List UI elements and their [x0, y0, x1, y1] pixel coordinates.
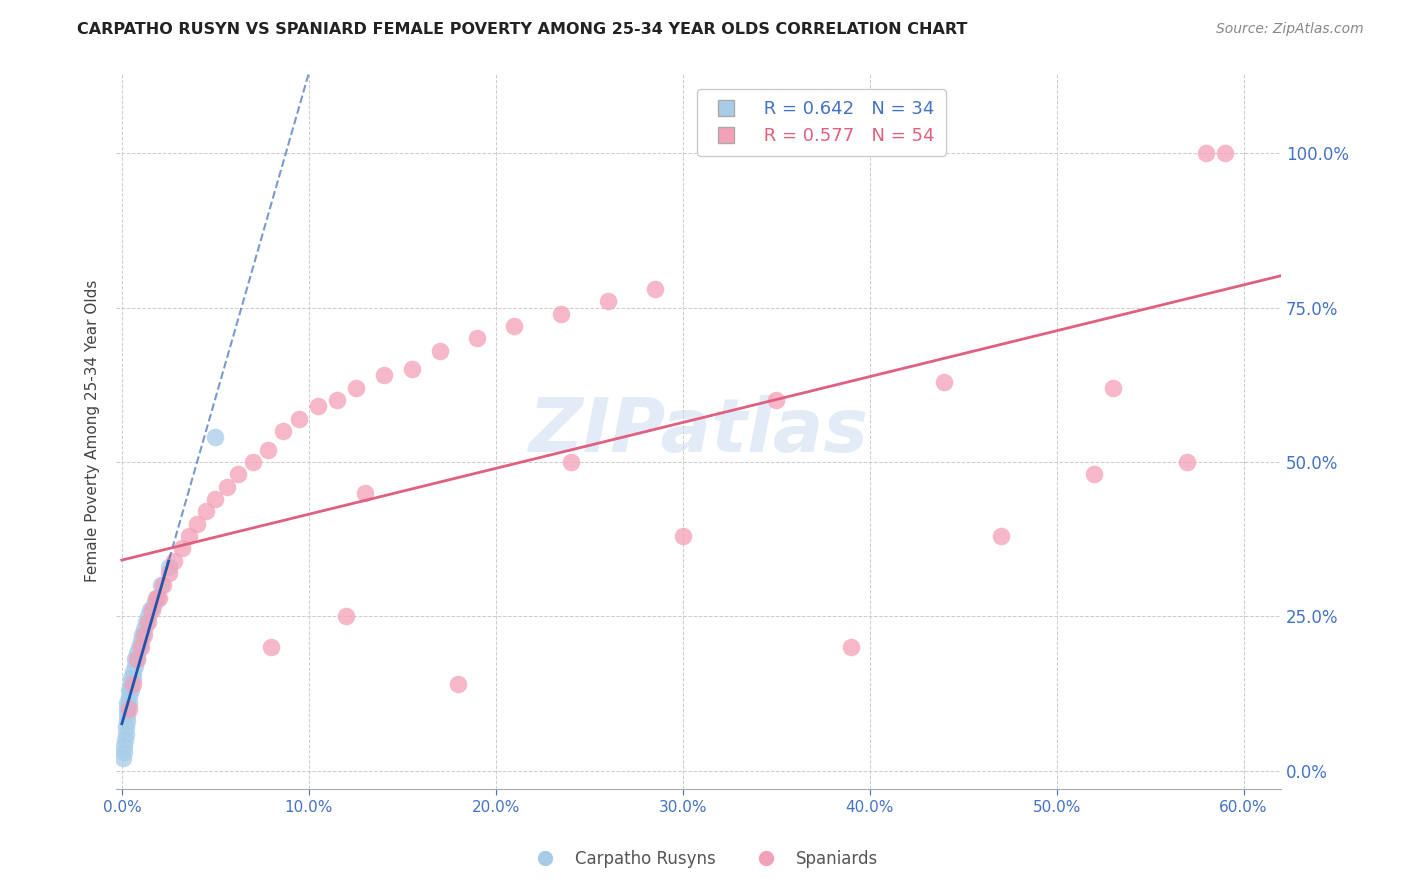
Point [148, 591, 170, 605]
Text: Source: ZipAtlas.com: Source: ZipAtlas.com [1216, 22, 1364, 37]
Point [990, 529, 1012, 543]
Point [1382, 362, 1405, 376]
Point [429, 343, 451, 358]
Point [114, 732, 136, 747]
Y-axis label: Female Poverty Among 25-34 Year Olds: Female Poverty Among 25-34 Year Olds [86, 280, 100, 582]
Point [129, 640, 152, 654]
Point [150, 578, 173, 592]
Point [125, 652, 148, 666]
Point [120, 671, 142, 685]
Point [204, 430, 226, 444]
Point [120, 677, 142, 691]
Point [271, 424, 294, 438]
Legend:  R = 0.642   N = 34,  R = 0.577   N = 54: R = 0.642 N = 34, R = 0.577 N = 54 [697, 89, 946, 156]
Point [118, 690, 141, 704]
Text: CARPATHO RUSYN VS SPANIARD FEMALE POVERTY AMONG 25-34 YEAR OLDS CORRELATION CHAR: CARPATHO RUSYN VS SPANIARD FEMALE POVERT… [77, 22, 967, 37]
Point [503, 319, 526, 334]
Point [157, 566, 180, 580]
Point [142, 597, 165, 611]
Point [134, 622, 156, 636]
Point [179, 529, 201, 543]
Point [335, 609, 357, 624]
Point [122, 677, 145, 691]
Point [256, 442, 278, 457]
Point [152, 578, 174, 592]
Point [195, 504, 218, 518]
Point [112, 739, 135, 753]
Point [644, 282, 666, 296]
Point [550, 307, 572, 321]
Point [128, 640, 150, 654]
Point [120, 683, 142, 698]
Point [465, 331, 488, 345]
Point [135, 615, 157, 630]
Point [118, 683, 141, 698]
Point [288, 411, 311, 425]
Point [373, 368, 395, 383]
Point [934, 375, 956, 389]
Point [307, 400, 329, 414]
Point [124, 658, 146, 673]
Point [163, 554, 186, 568]
Point [136, 615, 159, 630]
Point [1177, 455, 1199, 469]
Point [560, 455, 582, 469]
Point [186, 516, 208, 531]
Point [124, 652, 146, 666]
Point [139, 603, 162, 617]
Point [1083, 467, 1105, 482]
Point [114, 726, 136, 740]
Point [136, 609, 159, 624]
Point [118, 696, 141, 710]
Point [114, 720, 136, 734]
Point [157, 560, 180, 574]
Point [117, 702, 139, 716]
Point [146, 591, 169, 605]
Point [672, 529, 695, 543]
Point [344, 381, 367, 395]
Point [115, 714, 138, 729]
Point [1213, 146, 1236, 161]
Point [117, 696, 139, 710]
Text: ZIPatlas: ZIPatlas [529, 394, 869, 467]
Point [125, 652, 148, 666]
Point [141, 603, 163, 617]
Point [118, 702, 141, 716]
Point [226, 467, 249, 482]
Point [122, 671, 145, 685]
Point [765, 393, 787, 408]
Point [839, 640, 862, 654]
Point [134, 628, 156, 642]
Point [1101, 381, 1123, 395]
Point [401, 362, 423, 376]
Point [170, 541, 193, 556]
Point [447, 677, 470, 691]
Point [326, 393, 349, 408]
Point [215, 480, 238, 494]
Point [596, 294, 619, 309]
Point [117, 708, 139, 723]
Point [129, 634, 152, 648]
Point [145, 591, 167, 605]
Point [125, 646, 148, 660]
Point [112, 745, 135, 759]
Point [1308, 146, 1330, 161]
Point [1195, 146, 1218, 161]
Point [242, 455, 264, 469]
Point [122, 665, 145, 679]
Point [111, 751, 134, 765]
Point [260, 640, 283, 654]
Point [354, 485, 377, 500]
Point [204, 491, 226, 506]
Legend: Carpatho Rusyns, Spaniards: Carpatho Rusyns, Spaniards [522, 844, 884, 875]
Point [131, 628, 153, 642]
